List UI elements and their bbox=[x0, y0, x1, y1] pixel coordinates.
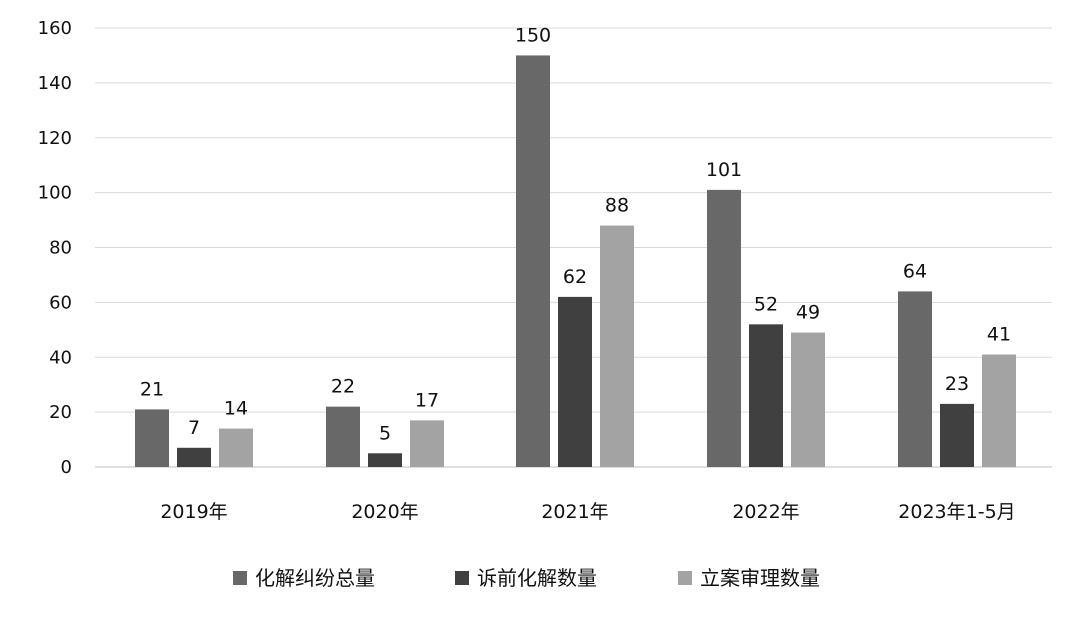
bar-series-0-1 bbox=[326, 406, 360, 467]
data-label-series-2-2: 88 bbox=[605, 195, 629, 217]
x-category-label: 2021年 bbox=[541, 501, 608, 523]
bar-series-2-4 bbox=[982, 354, 1016, 467]
y-tick-label: 80 bbox=[49, 238, 72, 259]
data-label-series-1-2: 62 bbox=[563, 266, 587, 288]
y-tick-label: 160 bbox=[38, 18, 72, 39]
bar-series-2-3 bbox=[791, 332, 825, 467]
y-axis-tick-labels: 0 20 40 60 80 100 120 140 160 bbox=[38, 18, 72, 478]
bar-series-1-1 bbox=[368, 453, 402, 467]
data-label-series-2-4: 41 bbox=[987, 324, 1011, 346]
y-tick-label: 100 bbox=[38, 183, 72, 204]
data-label-series-0-3: 101 bbox=[706, 159, 742, 181]
x-category-label: 2019年 bbox=[160, 501, 227, 523]
legend-swatch-2 bbox=[678, 571, 692, 585]
bar-series-2-1 bbox=[410, 420, 444, 467]
data-label-series-1-0: 7 bbox=[188, 417, 200, 439]
data-label-series-1-1: 5 bbox=[379, 422, 391, 444]
bar-series-2-2 bbox=[600, 225, 634, 467]
x-category-label: 2023年1-5月 bbox=[898, 501, 1015, 523]
x-category-label: 2022年 bbox=[732, 501, 799, 523]
bar-series-1-4 bbox=[940, 403, 974, 467]
data-label-series-2-1: 17 bbox=[415, 389, 439, 411]
data-label-series-1-3: 52 bbox=[754, 293, 778, 315]
x-axis-category-labels: 2019年 2020年 2021年 2022年 2023年1-5月 bbox=[160, 501, 1015, 523]
bar-series-2-0 bbox=[219, 428, 253, 467]
bar-series-0-3 bbox=[707, 189, 741, 467]
bar-series-0-4 bbox=[898, 291, 932, 467]
data-label-series-2-3: 49 bbox=[796, 302, 820, 324]
data-label-series-2-0: 14 bbox=[224, 398, 248, 420]
y-tick-label: 60 bbox=[49, 292, 72, 313]
data-label-series-0-2: 150 bbox=[515, 24, 551, 46]
legend-swatch-1 bbox=[455, 571, 469, 585]
bar-series-0-2 bbox=[516, 55, 550, 467]
y-tick-label: 140 bbox=[38, 73, 72, 94]
y-tick-label: 20 bbox=[49, 402, 72, 423]
bar-series-1-2 bbox=[558, 296, 592, 467]
legend: 化解纠纷总量 诉前化解数量 立案审理数量 bbox=[233, 566, 820, 590]
y-tick-label: 120 bbox=[38, 128, 72, 149]
data-label-series-0-0: 21 bbox=[140, 378, 164, 400]
bar-series-0-0 bbox=[135, 409, 169, 467]
bars bbox=[135, 55, 1016, 467]
bar-series-1-3 bbox=[749, 324, 783, 467]
data-labels: 21 7 14 22 5 17 150 62 88 101 52 49 64 23 41 bbox=[140, 24, 1011, 444]
gridlines bbox=[95, 27, 1052, 468]
data-label-series-0-1: 22 bbox=[331, 376, 355, 398]
bar-series-1-0 bbox=[177, 447, 211, 467]
x-category-label: 2020年 bbox=[351, 501, 418, 523]
y-tick-label: 0 bbox=[61, 457, 72, 478]
legend-label-1: 诉前化解数量 bbox=[477, 566, 597, 590]
data-label-series-1-4: 23 bbox=[945, 373, 969, 395]
y-tick-label: 40 bbox=[49, 347, 72, 368]
legend-label-2: 立案审理数量 bbox=[700, 566, 820, 590]
legend-swatch-0 bbox=[233, 571, 247, 585]
data-label-series-0-4: 64 bbox=[903, 260, 927, 282]
legend-label-0: 化解纠纷总量 bbox=[255, 566, 375, 590]
